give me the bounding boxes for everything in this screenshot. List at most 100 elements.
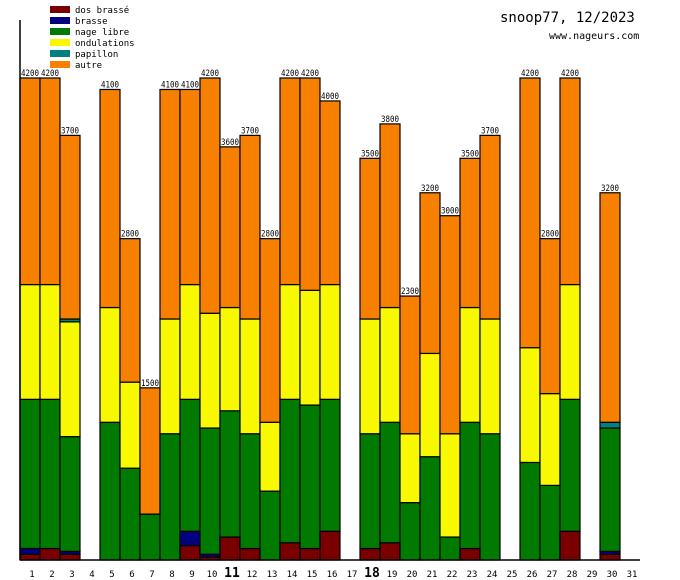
bar-segment-nage-libre [459,421,481,550]
bar-segment-dos-brassé [359,547,381,561]
x-tick-label: 23 [467,570,478,580]
bar-segment-ondulations [379,306,401,423]
bar-total-label: 2800 [261,230,279,240]
legend-label: autre [75,61,102,71]
bar-total-label: 4000 [321,92,339,102]
bar-segment-ondulations [319,283,341,400]
legend-label: papillon [75,50,118,60]
bar-segment-autre [99,88,121,309]
x-tick-label: 13 [267,570,278,580]
bar-segment-nage-libre [199,427,221,555]
x-tick-label: 27 [547,570,558,580]
bar-segment-nage-libre [219,410,241,538]
bar-segment-dos-brassé [459,547,481,561]
bar-segment-autre [279,77,301,286]
bar-segment-nage-libre [419,456,441,561]
bar-segment-nage-libre [599,427,621,552]
bar-segment-ondulations [439,433,461,538]
x-tick-label: 10 [207,570,218,580]
bar-segment-autre [239,134,261,320]
bar-segment-ondulations [239,318,261,435]
bar-segment-nage-libre [399,502,421,561]
bar-segment-ondulations [479,318,501,435]
bar-total-label: 3600 [221,138,239,148]
bar-segment-autre [439,215,461,435]
bar-segment-nage-libre [379,421,401,544]
bar-total-label: 3200 [421,184,439,194]
bar-total-label: 4200 [281,69,299,79]
bar-segment-nage-libre [19,398,41,550]
x-tick-label: 24 [487,570,498,580]
bar-segment-nage-libre [59,436,81,552]
bar-segment-ondulations [119,381,141,469]
bar-total-label: 3700 [481,126,499,136]
bar-segment-autre [459,157,481,309]
bar-segment-nage-libre [359,433,381,550]
x-tick-label: 18 [364,566,380,580]
bar-segment-nage-libre [39,398,61,550]
bar-segment-autre [519,77,541,349]
bar-segment-autre [179,88,201,286]
bar-segment-autre [259,238,281,423]
x-tick-label: 15 [307,570,318,580]
bar-total-label: 4100 [161,80,179,90]
x-tick-label: 4 [89,570,94,580]
bar-segment-autre [299,77,321,291]
bar-total-label: 3500 [361,149,379,159]
x-tick-label: 30 [607,570,618,580]
bar-segment-autre [19,77,41,286]
x-tick-label: 1 [29,570,34,580]
bar-total-label: 4100 [181,80,199,90]
bar-segment-nage-libre [259,490,281,561]
bar-segment-autre [59,134,81,320]
bar-segment-nage-libre [239,433,261,550]
bar-segment-nage-libre [319,398,341,532]
x-tick-label: 7 [149,570,154,580]
legend-swatch [50,50,70,57]
bar-segment-ondulations [259,421,281,492]
bar-total-label: 3200 [601,184,619,194]
bar-segment-autre [139,387,161,515]
bar-segment-autre [199,77,221,314]
bar-segment-nage-libre [479,433,501,561]
legend-label: dos brassé [75,5,129,16]
bar-total-label: 4200 [561,69,579,79]
bar-segment-autre [359,157,381,320]
bar-segment-autre [379,123,401,309]
bar-segment-dos-brassé [179,545,201,561]
x-tick-label: 6 [129,570,134,580]
x-tick-label: 8 [169,570,174,580]
bar-segment-ondulations [199,312,221,429]
x-tick-label: 12 [247,570,258,580]
bar-segment-brasse [179,530,201,547]
bar-segment-ondulations [519,347,541,464]
bar-segment-autre [399,295,421,435]
bar-segment-papillon [599,421,621,429]
bar-segment-dos-brassé [279,542,301,561]
chart-title: snoop77, 12/2023 [500,10,635,26]
bar-segment-brasse [19,547,41,555]
bar-segment-ondulations [559,283,581,400]
site-url: www.nageurs.com [549,31,640,42]
x-tick-label: 11 [224,566,240,580]
legend-label: ondulations [75,39,135,49]
bar-total-label: 2800 [121,230,139,240]
bar-total-label: 2300 [401,287,419,297]
x-tick-label: 16 [327,570,338,580]
bar-segment-nage-libre [439,536,461,561]
x-tick-label: 28 [567,570,578,580]
bar-total-label: 4100 [101,80,119,90]
bar-segment-autre [599,192,621,423]
bar-segment-nage-libre [139,513,161,561]
bar-segment-nage-libre [179,398,201,532]
x-tick-label: 31 [627,570,638,580]
bar-segment-dos-brassé [599,553,621,561]
x-tick-label: 29 [587,570,598,580]
bar-total-label: 1500 [141,379,159,389]
bar-total-label: 4200 [201,69,219,79]
bar-segment-autre [419,192,441,355]
bar-segment-nage-libre [99,421,121,561]
bar-segment-autre [559,77,581,286]
bar-segment-nage-libre [299,404,321,550]
